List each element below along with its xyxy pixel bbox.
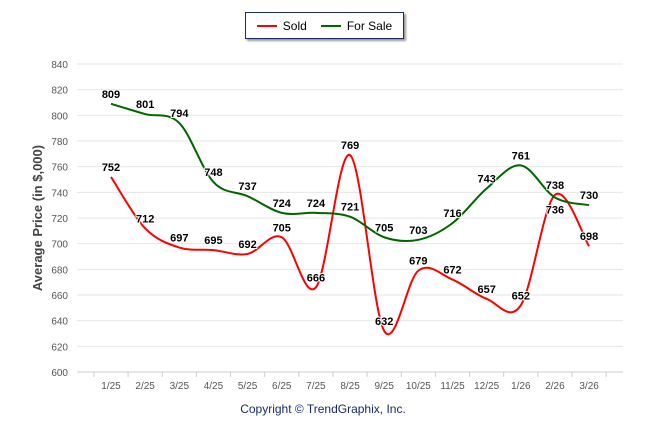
series-line-for-sale bbox=[110, 102, 590, 243]
x-tick-label: 12/25 bbox=[474, 381, 499, 392]
y-tick-label: 740 bbox=[51, 188, 68, 199]
y-tick-label: 620 bbox=[51, 342, 68, 353]
data-label-for-sale: 794 bbox=[170, 108, 189, 120]
data-label-for-sale: 748 bbox=[204, 167, 222, 179]
data-label-sold: 632 bbox=[375, 316, 393, 328]
y-tick-label: 760 bbox=[51, 163, 68, 174]
data-label-for-sale: 724 bbox=[273, 198, 292, 210]
x-tick-label: 8/25 bbox=[340, 381, 360, 392]
legend-item-sold[interactable]: Sold bbox=[256, 18, 307, 33]
data-label-sold: 769 bbox=[341, 140, 359, 152]
x-tick-label: 4/25 bbox=[204, 381, 224, 392]
data-label-sold: 679 bbox=[409, 256, 427, 268]
data-label-for-sale: 736 bbox=[546, 204, 564, 216]
data-label-sold: 695 bbox=[204, 235, 222, 247]
data-label-for-sale: 809 bbox=[102, 89, 120, 101]
legend-swatch-sold bbox=[256, 24, 277, 27]
y-tick-label: 660 bbox=[51, 291, 68, 302]
y-tick-label: 820 bbox=[51, 86, 68, 97]
data-label-sold: 672 bbox=[443, 265, 461, 277]
x-tick-label: 11/25 bbox=[440, 381, 465, 392]
x-tick-label: 1/26 bbox=[511, 381, 531, 392]
data-label-sold: 697 bbox=[170, 233, 188, 245]
data-label-for-sale: 801 bbox=[136, 99, 154, 111]
y-tick-label: 720 bbox=[51, 214, 68, 225]
y-axis-label: Average Price (in $,000) bbox=[30, 145, 45, 291]
x-tick-label: 3/26 bbox=[579, 381, 599, 392]
x-tick-label: 9/25 bbox=[374, 381, 394, 392]
y-tick-label: 840 bbox=[51, 60, 68, 71]
data-label-sold: 752 bbox=[102, 162, 120, 174]
legend-item-for-sale[interactable]: For Sale bbox=[320, 18, 393, 33]
data-label-sold: 666 bbox=[307, 272, 325, 284]
data-label-for-sale: 737 bbox=[238, 181, 256, 193]
data-label-for-sale: 761 bbox=[512, 150, 530, 162]
data-label-sold: 712 bbox=[136, 213, 154, 225]
data-label-for-sale: 730 bbox=[580, 190, 598, 202]
x-tick-label: 6/25 bbox=[272, 381, 292, 392]
y-tick-label: 600 bbox=[51, 368, 68, 379]
x-tick-label: 5/25 bbox=[238, 381, 258, 392]
data-label-for-sale: 724 bbox=[307, 198, 326, 210]
x-tick-label: 7/25 bbox=[306, 381, 326, 392]
legend-label-sold: Sold bbox=[282, 18, 307, 33]
data-label-sold: 652 bbox=[512, 290, 530, 302]
x-tick-label: 2/26 bbox=[545, 381, 565, 392]
y-tick-label: 680 bbox=[51, 265, 68, 276]
y-tick-label: 640 bbox=[51, 317, 68, 328]
data-label-sold: 698 bbox=[580, 231, 598, 243]
data-label-for-sale: 743 bbox=[477, 173, 495, 185]
x-tick-label: 10/25 bbox=[406, 381, 431, 392]
data-label-for-sale: 716 bbox=[443, 208, 461, 220]
x-tick-label: 3/25 bbox=[170, 381, 190, 392]
copyright-text: Copyright © TrendGraphix, Inc. bbox=[240, 402, 406, 416]
x-tick-label: 1/25 bbox=[101, 381, 121, 392]
y-tick-label: 780 bbox=[51, 137, 68, 148]
legend-label-for-sale: For Sale bbox=[346, 18, 393, 33]
legend: Sold For Sale bbox=[245, 12, 404, 39]
y-tick-label: 700 bbox=[51, 240, 68, 251]
data-label-sold: 705 bbox=[273, 222, 291, 234]
data-label-sold: 657 bbox=[477, 284, 495, 296]
data-label-for-sale: 703 bbox=[409, 225, 427, 237]
legend-swatch-for-sale bbox=[320, 24, 341, 27]
data-label-for-sale: 721 bbox=[341, 202, 359, 214]
y-tick-label: 800 bbox=[51, 111, 68, 122]
x-tick-label: 2/25 bbox=[135, 381, 155, 392]
data-label-sold: 692 bbox=[238, 239, 256, 251]
data-label-for-sale: 705 bbox=[375, 222, 393, 234]
data-label-sold: 738 bbox=[546, 180, 564, 192]
series-line-sold bbox=[110, 154, 590, 336]
